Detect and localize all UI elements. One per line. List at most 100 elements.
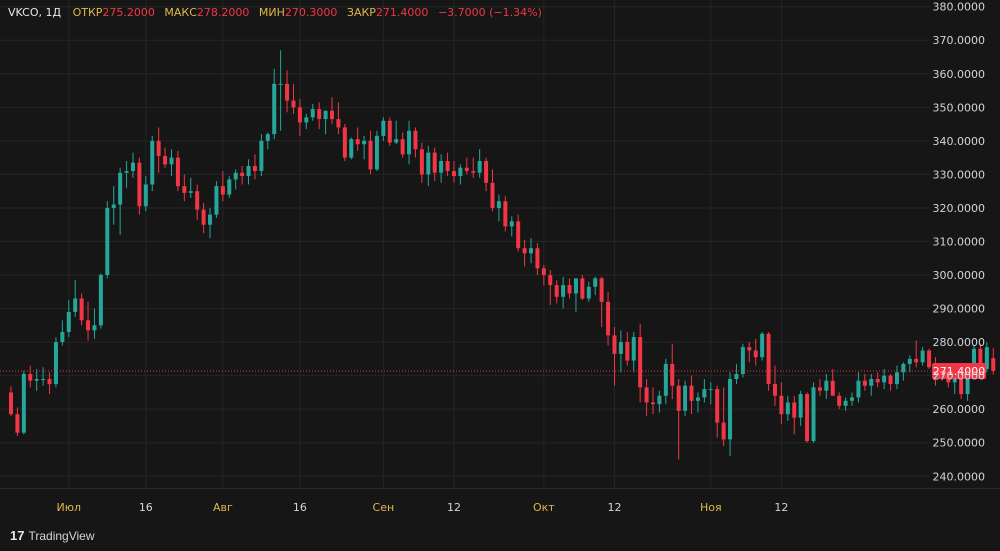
candle-body [458,167,463,177]
candle-body [432,152,437,173]
tradingview-logo-icon: 17 [10,528,25,543]
candle-body [490,182,495,208]
candle-body [875,378,880,383]
candle-body [708,389,713,391]
time-axis[interactable]: Июл 16 Авг 16 Сен 12 Окт 12 Ноя 12 [57,501,789,514]
symbol-legend: VKCO, 1Д ОТКР275.2000 МАКС278.2000 МИН27… [8,6,542,19]
candle-body [651,402,655,405]
last-price-line: 271.4000 [0,362,986,379]
candle-body [169,157,174,165]
price-tick-label: 270.0000 [933,370,986,383]
candle-body [914,358,919,363]
candle-body [522,248,527,254]
candle-body [464,167,469,172]
candle-body [695,397,700,401]
candle-body [683,385,688,411]
high-label: МАКС [164,6,197,19]
candle-body [98,275,103,326]
candle-body [201,209,206,225]
change-value: −3.7000 (−1.34%) [437,6,542,19]
price-axis[interactable]: 380.0000 370.0000 360.0000 350.0000 340.0000… [933,1,986,484]
candle-body [882,375,887,383]
candle-body [920,350,925,363]
candle-body [182,186,187,193]
time-tick-label: Авг [213,501,233,514]
candle-body [554,285,559,297]
candle-body [644,387,649,403]
candle-body [137,162,142,207]
candle-body [984,347,989,369]
candle-body [894,372,899,385]
price-tick-label: 320.0000 [933,202,986,215]
candle-body [381,120,386,136]
candle-body [888,375,893,385]
price-tick-label: 380.0000 [933,1,986,14]
candle-body [41,378,46,380]
candle-body [580,278,585,299]
candle-body [766,333,771,385]
time-tick-label: Ноя [700,501,722,514]
candle-body [734,373,739,379]
candle-body [73,298,78,312]
candle-body [163,155,168,165]
high-value: 278.2000 [196,6,250,19]
candle-body [837,395,842,406]
candle-body [484,160,489,183]
candle-body [843,400,848,406]
candle-body [407,130,412,155]
candle-body [927,350,932,368]
candle-body [529,248,534,254]
candle-body [805,394,810,442]
symbol-name[interactable]: VKCO, 1Д [8,6,62,19]
candle-body [779,395,784,415]
candle-body [330,110,334,120]
time-tick-label: Окт [533,501,555,514]
tradingview-logo[interactable]: 17 TradingView [10,528,95,543]
candle-body [965,370,970,395]
candle-body [21,373,26,433]
time-tick-label: Июл [57,501,82,514]
candle-body [374,135,379,170]
candle-body [220,186,225,195]
candle-body [297,107,302,123]
candle-body [66,311,71,333]
candle-body [272,83,277,135]
candle-body [111,204,116,208]
candle-body [419,149,424,175]
candle-body [496,201,501,208]
time-tick-label: 12 [774,501,788,514]
candle-body [355,139,360,145]
candle-body [907,358,912,364]
candle-body [760,333,765,358]
candle-body [9,392,13,415]
candle-body [143,184,148,207]
time-tick-label: 16 [293,501,307,514]
candle-body [86,320,91,331]
candle-body [548,275,553,286]
candles [9,50,996,460]
candle-body [599,278,604,302]
time-tick-label: Сен [373,501,395,514]
candle-body [451,171,456,177]
candle-body [728,378,733,440]
candle-body [811,387,816,442]
price-tick-label: 340.0000 [933,135,986,148]
candle-body [156,140,161,156]
candle-body [535,248,540,269]
candle-body [79,298,84,321]
candle-body [869,378,874,386]
candle-body [785,402,790,415]
candle-body [118,172,123,205]
candle-body [362,140,367,145]
candle-body [413,130,418,150]
candle-body [721,422,726,440]
candle-body [901,363,906,373]
candle-body [830,380,835,396]
candle-body [946,377,951,383]
last-price-tag [932,362,986,379]
price-tick-label: 330.0000 [933,168,986,181]
candle-body [291,100,296,108]
candle-body [394,139,399,143]
